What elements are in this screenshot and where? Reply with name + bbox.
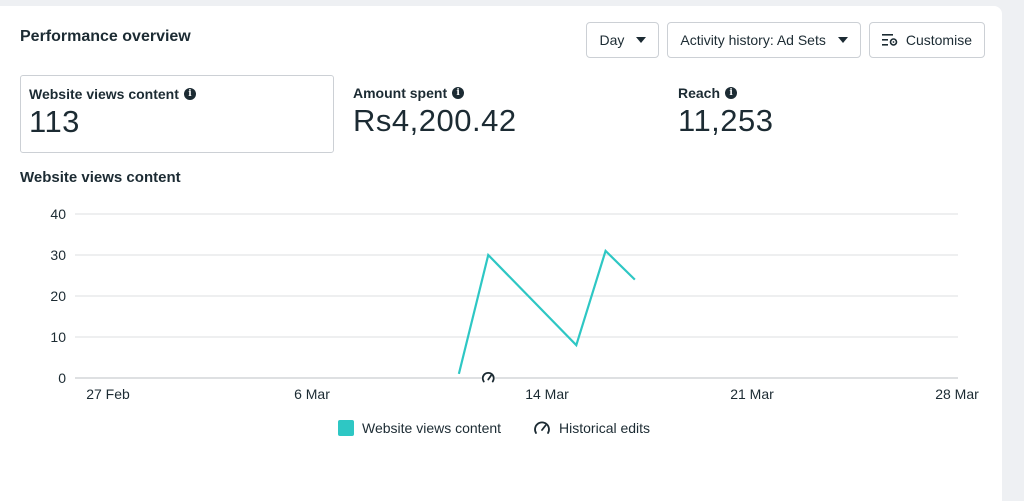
activity-history-dropdown[interactable]: Activity history: Ad Sets bbox=[667, 22, 861, 58]
legend-edits-label: Historical edits bbox=[559, 420, 651, 436]
customise-columns-icon bbox=[881, 34, 898, 46]
info-icon[interactable]: i bbox=[452, 87, 465, 99]
chart-legend: Website views content Historical edits bbox=[338, 420, 682, 436]
page-title: Performance overview bbox=[20, 28, 191, 45]
caret-down-icon bbox=[837, 37, 848, 43]
day-dropdown[interactable]: Day bbox=[586, 22, 660, 58]
metric-label: Website views content i bbox=[29, 86, 325, 102]
y-tick-label: 10 bbox=[50, 329, 66, 345]
info-icon[interactable]: i bbox=[725, 87, 738, 99]
legend-swatch bbox=[338, 420, 354, 436]
metric-value: 11,253 bbox=[678, 103, 774, 138]
legend-item-historical-edits[interactable]: Historical edits bbox=[533, 420, 650, 436]
metric-label-text: Website views content bbox=[29, 86, 179, 102]
day-dropdown-label: Day bbox=[599, 32, 625, 48]
legend-item-series[interactable]: Website views content bbox=[338, 420, 501, 436]
y-tick-label: 20 bbox=[50, 288, 66, 304]
x-tick-label: 14 Mar bbox=[525, 386, 569, 402]
line-chart: 0 10 20 30 40 27 Feb 6 Mar 14 Mar 21 Mar 28 Mar bbox=[50, 206, 979, 402]
performance-card: Performance overview Day Activity histor… bbox=[0, 6, 1002, 501]
activity-history-label: Activity history: Ad Sets bbox=[680, 32, 826, 48]
y-tick-label: 30 bbox=[50, 247, 66, 263]
metric-value: 113 bbox=[29, 104, 80, 139]
chart-title: Website views content bbox=[20, 169, 181, 186]
x-tick-label: 21 Mar bbox=[730, 386, 774, 402]
metric-amount-spent[interactable]: Amount spent i Rs4,200.42 bbox=[345, 75, 659, 153]
x-tick-label: 6 Mar bbox=[294, 386, 330, 402]
y-tick-label: 0 bbox=[58, 370, 66, 386]
toolbar: Day Activity history: Ad Sets Customise bbox=[586, 22, 985, 58]
metric-website-views[interactable]: Website views content i 113 bbox=[20, 75, 334, 153]
metric-label-text: Amount spent bbox=[353, 85, 448, 101]
customise-label: Customise bbox=[905, 32, 972, 48]
caret-down-icon bbox=[636, 37, 647, 43]
y-tick-label: 40 bbox=[50, 206, 66, 222]
metric-label: Reach i bbox=[678, 85, 976, 101]
x-tick-label: 27 Feb bbox=[86, 386, 130, 402]
x-tick-label: 28 Mar bbox=[935, 386, 979, 402]
metric-value: Rs4,200.42 bbox=[353, 103, 517, 138]
series-line[interactable] bbox=[457, 248, 636, 375]
metric-reach[interactable]: Reach i 11,253 bbox=[670, 75, 984, 153]
legend-series-label: Website views content bbox=[362, 420, 502, 436]
metric-label-text: Reach bbox=[678, 85, 721, 101]
info-icon[interactable]: i bbox=[183, 88, 196, 100]
historical-edit-marker[interactable] bbox=[481, 371, 496, 385]
gauge-icon bbox=[534, 421, 550, 434]
metric-label: Amount spent i bbox=[353, 85, 651, 101]
customise-button[interactable]: Customise bbox=[868, 22, 985, 58]
